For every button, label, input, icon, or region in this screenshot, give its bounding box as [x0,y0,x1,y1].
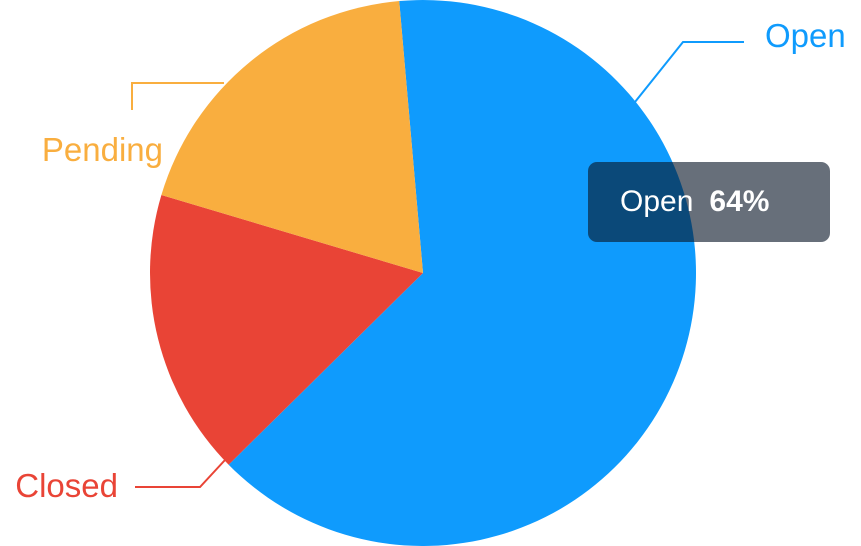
slice-label-closed: Closed [15,467,118,504]
slice-tooltip: Open 64% [588,162,830,242]
leader-line-open [634,41,744,103]
pie-slice-open[interactable] [228,0,697,546]
leader-line-closed [135,459,226,488]
tooltip-label: Open [620,185,694,218]
tooltip-value: 64% [709,185,770,218]
slice-label-open: Open [765,17,846,54]
slice-label-pending: Pending [42,131,163,168]
pie-slice-closed[interactable] [150,195,423,465]
leader-line-pending [131,82,224,110]
pie-slice-pending[interactable] [161,1,423,273]
